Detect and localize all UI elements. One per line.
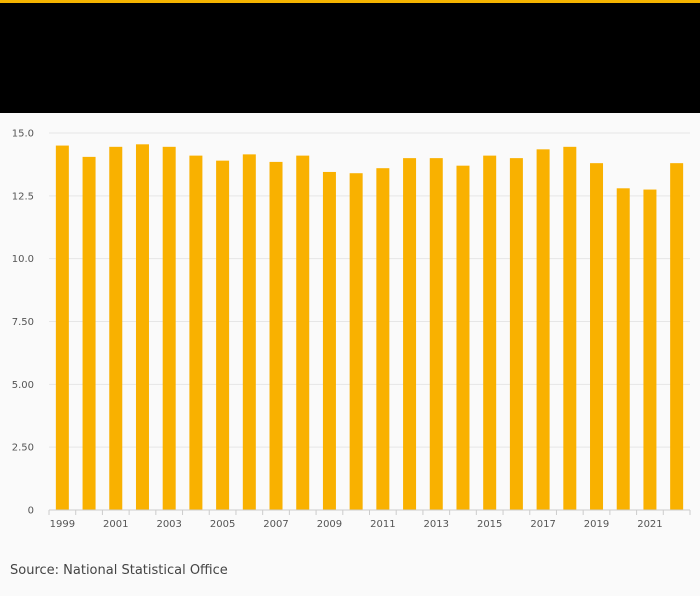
bar <box>483 155 497 510</box>
bar <box>55 145 69 511</box>
bar <box>670 163 684 510</box>
x-tick-label: 2011 <box>370 519 395 530</box>
y-tick-label: 0 <box>28 506 34 517</box>
x-tick-label: 2009 <box>317 519 342 530</box>
x-tick-label: 2001 <box>103 519 128 530</box>
bar <box>376 168 390 510</box>
y-tick-label: 12.5 <box>12 191 34 202</box>
source-note: Source: National Statistical Office <box>10 563 228 578</box>
x-tick-label: 2017 <box>530 519 555 530</box>
bar <box>135 144 149 510</box>
bar <box>616 188 630 510</box>
x-tick-label: 2003 <box>156 519 181 530</box>
bar <box>109 146 123 510</box>
x-tick-label: 2019 <box>584 519 609 530</box>
bar <box>269 161 283 511</box>
y-tick-label: 10.0 <box>12 254 34 265</box>
bars <box>55 144 684 511</box>
bar <box>296 155 310 510</box>
bar <box>322 171 336 510</box>
bar <box>242 154 256 510</box>
x-tick-label: 2021 <box>637 519 662 530</box>
bar <box>216 160 230 510</box>
x-tick-label: 1999 <box>50 519 75 530</box>
bar <box>509 158 523 510</box>
y-tick-label: 5.00 <box>12 380 34 391</box>
x-tick-label: 2005 <box>210 519 235 530</box>
x-tick-label: 2015 <box>477 519 502 530</box>
x-tick-label: 2013 <box>424 519 449 530</box>
bar <box>536 149 550 510</box>
bar <box>189 155 203 510</box>
x-axis: 1999 2001 2003 2005 2007 2009 2011 2013 2015 2017… <box>48 509 691 530</box>
bar <box>349 173 363 511</box>
header-band <box>0 3 700 113</box>
y-tick-label: 7.50 <box>12 317 34 328</box>
bar <box>643 189 657 511</box>
bar <box>82 156 96 511</box>
bar <box>162 146 176 510</box>
accent-bar <box>0 0 700 3</box>
bar <box>429 158 443 510</box>
y-tick-label: 15.0 <box>12 129 34 140</box>
y-tick-label: 2.50 <box>12 443 34 454</box>
bar <box>590 163 604 510</box>
bar <box>563 146 577 510</box>
y-axis: 0 2.50 5.00 7.50 10.0 12.5 15.0 <box>12 129 34 517</box>
bar <box>403 158 417 510</box>
bar <box>456 165 470 510</box>
bar-chart: 0 2.50 5.00 7.50 10.0 12.5 15.0 1999 2001 2003 20… <box>12 129 691 530</box>
x-tick-label: 2007 <box>263 519 288 530</box>
